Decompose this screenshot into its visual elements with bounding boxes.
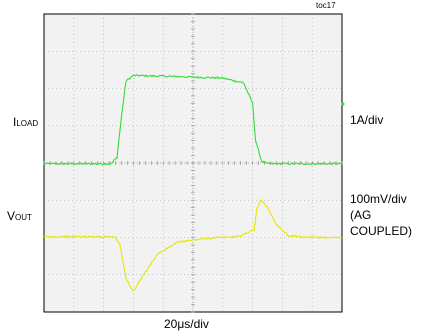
load-trace xyxy=(43,74,343,166)
out-label-sub: OUT xyxy=(15,213,32,222)
load-label-sub: LOAD xyxy=(16,119,39,128)
out-label-main: V xyxy=(7,209,16,223)
tag-label: toc17 xyxy=(316,1,336,10)
out-scale-line-1: 100mV/div xyxy=(350,192,407,206)
plot-traces xyxy=(43,74,343,292)
x-axis-label: 20μs/div xyxy=(164,317,209,331)
out-channel-label: VOUT xyxy=(7,210,32,224)
load-label-main: I xyxy=(13,115,17,129)
out-scale-line-3: COUPLED) xyxy=(350,224,413,238)
load-scale-label: 1A/div xyxy=(350,113,384,127)
out-scale-line-2: (AG xyxy=(350,208,372,222)
load-channel-label: ILOAD xyxy=(13,116,38,130)
channel-marker xyxy=(341,102,345,106)
out-trace xyxy=(43,199,343,292)
